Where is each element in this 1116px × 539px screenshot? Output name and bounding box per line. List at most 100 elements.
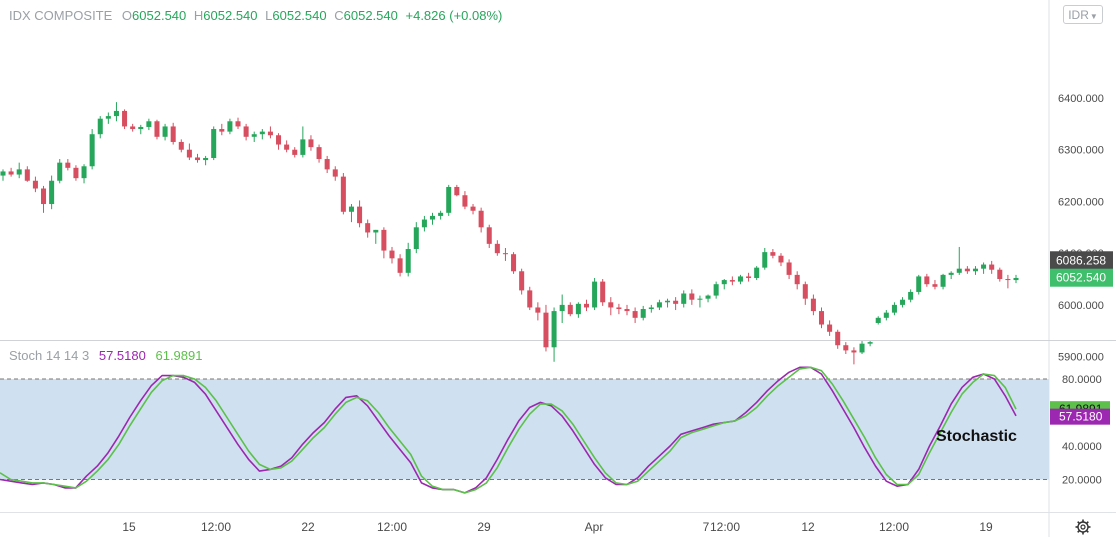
- candle-body: [203, 157, 209, 161]
- candle-body: [162, 126, 168, 137]
- candle: [681, 290, 687, 308]
- candle: [276, 133, 282, 150]
- candle: [203, 155, 209, 166]
- candle-body: [883, 312, 889, 318]
- candle: [259, 129, 265, 140]
- candle: [292, 147, 298, 158]
- candle-body: [243, 126, 249, 137]
- candle: [624, 304, 630, 316]
- candle-body: [908, 291, 914, 300]
- candle: [138, 124, 144, 135]
- candle: [8, 167, 14, 177]
- candle-body: [859, 343, 865, 353]
- candle-body: [592, 281, 598, 308]
- candle-body: [105, 116, 111, 119]
- candle-body: [357, 206, 363, 224]
- candle: [713, 281, 719, 299]
- candle-body: [438, 212, 444, 216]
- candle-body: [300, 139, 306, 155]
- price-tick-label: 5900.000: [1058, 352, 1104, 364]
- candle: [405, 242, 411, 277]
- open-label: O: [121, 8, 133, 23]
- candle: [583, 299, 590, 312]
- candle: [413, 222, 419, 254]
- candle-body: [178, 141, 184, 150]
- candle: [559, 294, 565, 323]
- candle: [810, 294, 816, 316]
- candle: [446, 184, 452, 216]
- candle-body: [575, 303, 581, 315]
- candle: [640, 305, 646, 321]
- candle-body: [211, 129, 217, 158]
- candle-body: [932, 284, 938, 287]
- candle: [689, 289, 695, 305]
- open-value: 6052.540: [132, 8, 187, 23]
- candle: [389, 246, 395, 264]
- candle: [41, 185, 47, 213]
- stoch-k-badge: [1050, 408, 1110, 425]
- candle: [470, 204, 476, 215]
- time-tick-label: 7: [703, 520, 710, 534]
- candle-body: [154, 121, 160, 137]
- candle: [32, 176, 38, 193]
- currency-button[interactable]: IDR▼: [1063, 5, 1103, 24]
- candle-body: [194, 157, 201, 161]
- candle-body: [146, 121, 152, 127]
- candle: [778, 253, 784, 267]
- stoch-tick-label: 80.0000: [1062, 374, 1102, 386]
- candle-body: [24, 169, 30, 181]
- candle: [1013, 274, 1019, 284]
- price-tick-label: 6000.000: [1058, 300, 1104, 312]
- price-legend: IDX COMPOSITE O6052.540 H6052.540 L6052.…: [9, 8, 502, 23]
- candle: [964, 266, 970, 274]
- candle-body: [737, 276, 743, 282]
- time-tick-label: 19: [979, 520, 993, 534]
- candle: [0, 169, 6, 181]
- time-tick-label: Apr: [585, 520, 604, 534]
- candle-body: [567, 304, 573, 315]
- candle-body: [891, 304, 897, 313]
- time-tick-label: 29: [477, 520, 491, 534]
- candle: [130, 123, 136, 132]
- candle-body: [600, 281, 606, 303]
- crosshair-price-label: 6086.258: [1056, 253, 1106, 267]
- candle: [924, 273, 930, 287]
- candle-body: [81, 166, 87, 179]
- close-value: 6052.540: [343, 8, 398, 23]
- stoch-tick-label: 40.0000: [1062, 441, 1102, 453]
- candle-body: [827, 324, 833, 332]
- settings-button[interactable]: [1073, 518, 1093, 536]
- candle: [551, 307, 557, 362]
- candle-body: [397, 258, 403, 273]
- candle: [24, 166, 30, 182]
- candle: [511, 252, 517, 274]
- candle-body: [251, 134, 257, 137]
- candle: [178, 139, 184, 153]
- candle: [721, 279, 727, 290]
- candle: [908, 289, 914, 303]
- candle-body: [324, 159, 330, 170]
- candle-body: [308, 139, 314, 148]
- candle-body: [219, 129, 225, 132]
- candle-body: [267, 131, 273, 136]
- candle-body: [511, 254, 517, 272]
- candle-body: [689, 293, 695, 300]
- candle-body: [697, 298, 703, 300]
- candle: [300, 126, 306, 158]
- candle-body: [989, 264, 995, 270]
- candle: [916, 274, 922, 295]
- candle-body: [16, 169, 22, 175]
- candle: [697, 295, 703, 308]
- candle-body: [276, 135, 282, 145]
- candle: [486, 224, 492, 248]
- candle: [65, 159, 71, 171]
- candle-body: [405, 249, 411, 273]
- candle: [851, 347, 857, 365]
- candle-body: [494, 243, 500, 254]
- candle: [194, 153, 201, 163]
- candle-body: [454, 186, 460, 196]
- candle-body: [721, 280, 727, 285]
- time-tick-label: 12:00: [879, 520, 909, 534]
